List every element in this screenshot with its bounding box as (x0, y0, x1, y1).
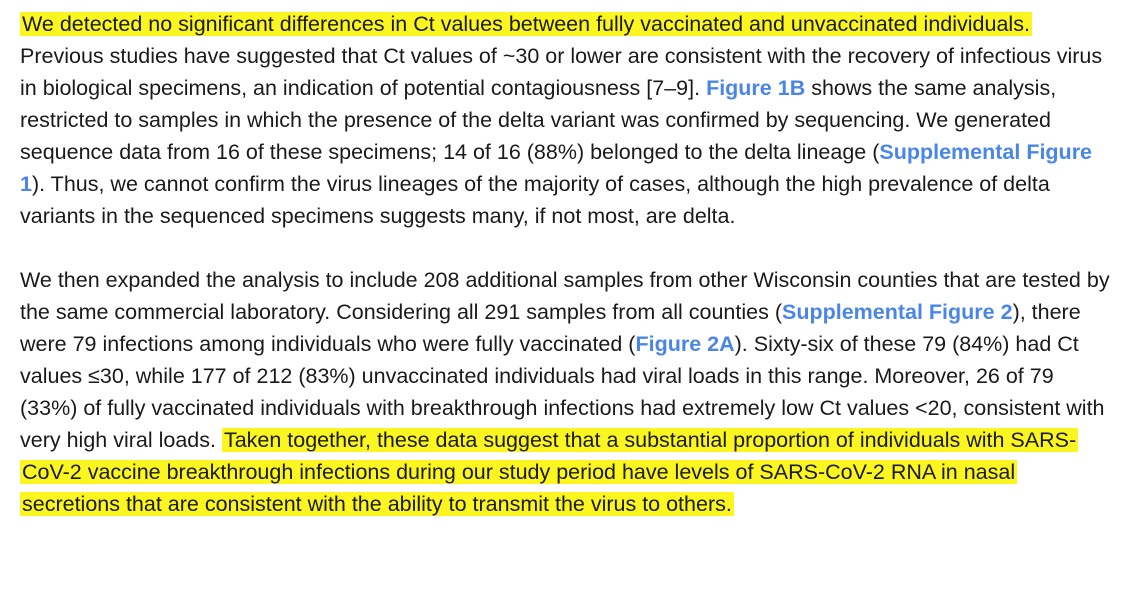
paragraph-ct-values: We detected no significant differences i… (20, 8, 1114, 232)
paragraph-text: ), there were 79 infections among indivi… (20, 300, 1081, 356)
paragraph-text: ). Sixty-six of these 79 (84%) had Ct va… (20, 332, 1105, 452)
document-page: We detected no significant differences i… (20, 8, 1114, 520)
highlighted-sentence-no-difference[interactable]: We detected no significant differences i… (20, 12, 1032, 36)
paragraph-text: We then expanded the analysis to include… (20, 268, 1110, 324)
paragraph-text: ). Thus, we cannot confirm the virus lin… (20, 172, 1050, 228)
paragraph-text: shows the same analysis, restricted to s… (20, 76, 1057, 164)
figure-1b-link[interactable]: Figure 1B (706, 76, 806, 100)
supplemental-figure-1-link[interactable]: Supplemental Figure 1 (20, 140, 1093, 196)
supplemental-figure-2-link[interactable]: Supplemental Figure 2 (781, 300, 1013, 324)
figure-2a-link[interactable]: Figure 2A (635, 332, 735, 356)
paragraph-expanded-analysis: We then expanded the analysis to include… (20, 264, 1114, 520)
paragraph-text: Previous studies have suggested that Ct … (20, 44, 1103, 100)
